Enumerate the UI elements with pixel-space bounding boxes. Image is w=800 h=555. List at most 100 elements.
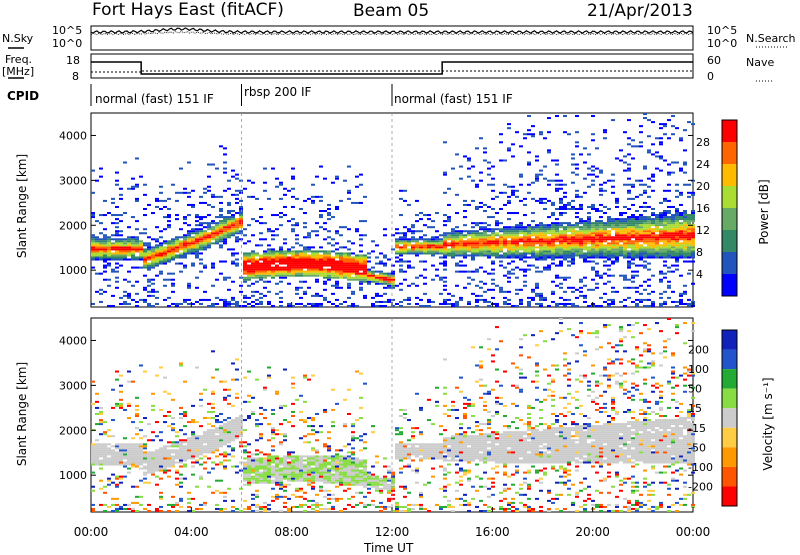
power-cell [683,216,687,219]
power-cell [475,298,479,301]
power-cell [243,228,247,231]
power-cell [499,222,503,225]
power-cell [223,171,227,174]
power-cell [599,169,603,172]
velocity-cell [231,449,235,452]
power-cell [331,244,335,247]
velocity-cell [287,461,291,464]
power-cell [551,234,555,237]
power-cell [307,256,311,259]
power-cell [627,216,631,219]
power-cell [631,228,635,231]
power-cell [295,270,299,273]
power-cell [535,224,539,227]
power-cell [139,252,143,255]
power-cell [447,220,451,223]
velocity-cell [355,491,359,494]
velocity-cell [303,421,307,424]
power-cell [275,272,279,275]
power-cell [611,248,615,251]
power-cell [223,234,227,237]
power-cell [587,260,591,263]
power-cell [635,304,639,307]
power-cell [639,246,643,249]
power-cell [143,193,147,196]
power-cell [151,282,155,285]
power-cell [183,248,187,251]
power-cell [531,234,535,237]
velocity-cell [267,481,271,484]
power-cell [315,258,319,261]
power-cell [319,246,323,249]
power-cell [595,262,599,265]
velocity-cell [299,471,303,474]
power-cell [451,242,455,245]
power-cell [307,268,311,271]
power-cell [411,224,415,227]
power-cell [599,240,603,243]
velocity-cell [223,433,227,436]
power-cell [159,256,163,259]
power-cell [255,264,259,267]
power-cell [95,254,99,257]
power-cell [251,262,255,265]
power-cell [611,290,615,293]
power-cell [447,252,451,255]
velocity-cell [239,435,243,438]
power-cell [383,228,387,231]
power-cell [371,278,375,281]
power-cell [591,230,595,233]
power-cell [343,258,347,261]
power-cell [131,177,135,180]
power-cell [675,234,679,237]
velocity-cell [307,475,311,478]
velocity-cell [163,449,167,452]
power-cell [451,248,455,251]
power-cell [259,276,263,279]
velocity-cell [127,467,131,470]
power-cell [647,256,651,259]
velocity-cell [127,463,131,466]
power-cell [299,286,303,289]
power-cell [535,254,539,257]
power-cell [619,212,623,215]
power-cell [539,248,543,251]
power-cell [115,238,119,241]
power-cell [687,228,691,231]
power-cell [127,270,131,273]
power-cell [251,290,255,293]
power-cell [359,258,363,261]
power-cell [103,242,107,245]
power-cell [687,298,691,301]
power-cell [243,262,247,265]
power-cell [671,254,675,257]
power-cell [195,246,199,249]
power-cell [267,264,271,267]
velocity-cell [191,447,195,450]
power-cell [403,250,407,253]
power-cell [435,248,439,251]
power-cell [491,240,495,243]
velocity-cell [235,392,239,395]
power-cell [571,252,575,255]
velocity-cell [151,469,155,472]
power-cell [359,288,363,291]
power-cell [647,262,651,265]
power-cell [219,220,223,223]
power-cell [655,167,659,170]
power-cell [375,270,379,273]
power-cell [115,222,119,225]
velocity-cell [207,439,211,442]
power-cell [543,236,547,239]
velocity-cell [339,471,343,474]
velocity-cell [323,481,327,484]
power-cell [515,288,519,291]
power-cell [111,252,115,255]
velocity-cell [311,461,315,464]
power-cell [295,254,299,257]
power-cell [111,256,115,259]
power-cell [151,262,155,265]
power-cell [195,230,199,233]
power-cell [543,268,547,271]
power-cell [147,280,151,283]
